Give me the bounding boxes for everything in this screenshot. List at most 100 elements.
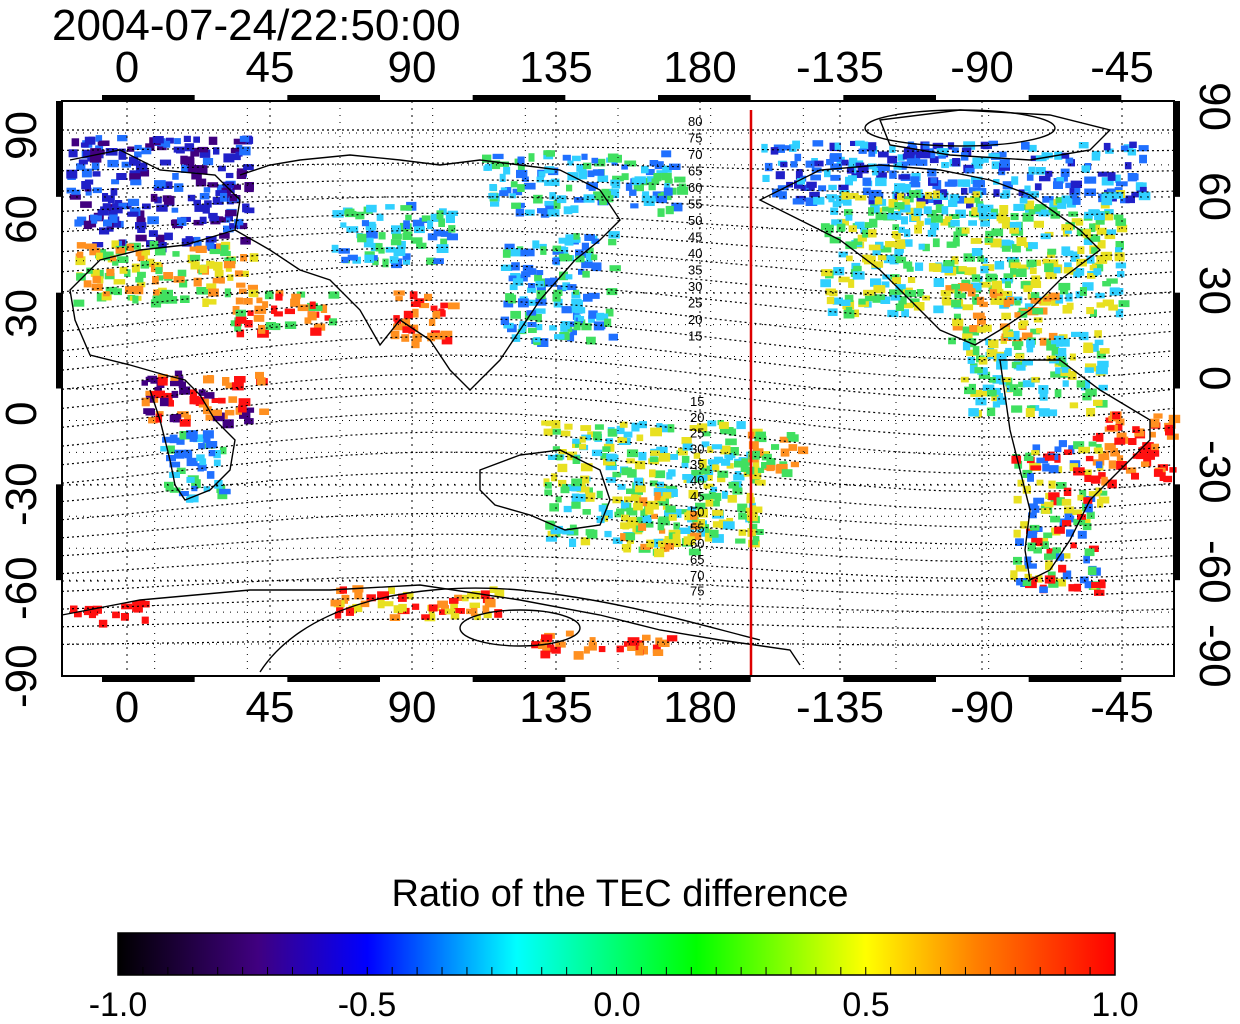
- tec-data-pixel: [188, 494, 199, 503]
- tec-data-pixel: [1048, 207, 1058, 213]
- contour-labels: 8075706560555045403530252015152025303540…: [688, 114, 704, 599]
- tec-data-pixel: [1064, 513, 1073, 520]
- tec-data-pixel: [932, 238, 940, 248]
- tec-data-pixel: [844, 209, 853, 217]
- tec-data-pixel: [247, 284, 258, 290]
- tec-data-pixel: [718, 519, 726, 529]
- tec-data-pixel: [932, 190, 940, 199]
- tec-data-pixel: [1086, 307, 1094, 315]
- tec-data-pixel: [903, 261, 913, 269]
- tec-data-pixel: [503, 166, 511, 175]
- tec-data-pixel: [338, 248, 350, 254]
- tec-data-pixel: [712, 534, 724, 543]
- tec-data-pixel: [521, 271, 531, 278]
- tec-data-pixel: [967, 288, 974, 297]
- tec-data-pixel: [421, 215, 431, 222]
- tec-data-pixel: [952, 158, 961, 167]
- tec-data-pixel: [923, 206, 932, 214]
- tec-data-pixel: [869, 193, 877, 201]
- tec-data-pixel: [1106, 425, 1115, 431]
- tec-data-pixel: [991, 228, 1004, 237]
- tec-data-pixel: [683, 536, 695, 546]
- tec-data-pixel: [1054, 578, 1066, 587]
- tec-data-pixel: [893, 161, 902, 170]
- tec-data-pixel: [1028, 166, 1036, 175]
- tec-data-pixel: [1132, 426, 1140, 433]
- tec-data-pixel: [1015, 565, 1027, 572]
- tec-data-pixel: [1020, 521, 1028, 529]
- lat-right-label: 90: [1190, 82, 1239, 131]
- tec-data-pixel: [876, 172, 887, 179]
- tec-data-pixel: [186, 157, 195, 166]
- magnetic-contour: [61, 639, 1175, 647]
- tec-data-pixel: [1095, 292, 1105, 299]
- tec-data-pixel: [682, 443, 693, 451]
- tec-data-pixel: [154, 196, 162, 204]
- tec-data-pixel: [528, 283, 535, 288]
- tec-data-pixel: [174, 370, 183, 377]
- tec-data-pixel: [727, 495, 737, 503]
- tec-data-pixel: [150, 299, 162, 308]
- tec-data-pixel: [1046, 548, 1057, 554]
- tec-data-pixel: [955, 209, 966, 218]
- tec-data-pixel: [88, 222, 97, 228]
- tec-data-pixel: [203, 187, 211, 193]
- tec-data-pixel: [412, 333, 422, 342]
- tec-data-pixel: [1007, 296, 1015, 305]
- colorbar-tick-label: 0.0: [593, 986, 641, 1024]
- tec-data-pixel: [972, 180, 985, 188]
- tec-data-pixel: [517, 202, 525, 208]
- tec-data-pixel: [490, 201, 500, 207]
- tec-data-pixel: [697, 509, 708, 518]
- tec-data-pixel: [957, 179, 970, 187]
- tec-data-pixel: [169, 471, 180, 478]
- tec-data-pixel: [545, 520, 554, 528]
- tec-data-pixel: [238, 270, 249, 277]
- tec-data-pixel: [484, 599, 496, 608]
- magnetic-contour: [61, 162, 1175, 174]
- tec-data-pixel: [1132, 173, 1139, 181]
- tec-data-pixel: [1082, 523, 1092, 531]
- tec-data-pixel: [1139, 154, 1147, 164]
- tec-data-pixel: [524, 248, 535, 257]
- tec-data-pixel: [124, 286, 137, 294]
- tec-data-pixel: [284, 321, 297, 329]
- tec-data-pixel: [794, 153, 802, 162]
- tec-data-pixel: [1028, 191, 1039, 198]
- tec-data-pixel: [186, 430, 198, 439]
- tec-data-pixel: [900, 204, 911, 213]
- tec-data-pixel: [766, 458, 776, 466]
- tec-data-pixel: [163, 140, 171, 148]
- tec-data-pixel: [667, 469, 676, 477]
- tec-data-pixel: [1041, 541, 1049, 549]
- tec-data-pixel: [1058, 440, 1067, 448]
- colorbar: [117, 932, 1116, 976]
- tec-data-pixel: [378, 232, 386, 240]
- tec-data-pixel: [650, 450, 660, 456]
- tec-data-pixel: [630, 494, 638, 501]
- tec-data-pixel: [656, 195, 668, 204]
- lon-bottom-label: -45: [1090, 683, 1154, 732]
- tec-data-pixel: [1014, 312, 1021, 318]
- tec-data-pixel: [748, 441, 759, 450]
- tec-data-pixel: [573, 289, 580, 295]
- tec-data-pixel: [341, 256, 349, 263]
- tec-data-pixel: [247, 310, 254, 316]
- tec-data-pixel: [1078, 446, 1090, 454]
- tec-data-pixel: [753, 506, 763, 513]
- tec-data-pixel: [820, 223, 830, 231]
- tec-data-pixel: [987, 389, 997, 397]
- tec-data-pixel: [1011, 455, 1022, 464]
- contour-label-south: 55: [690, 520, 704, 535]
- tec-data-pixel: [390, 330, 400, 340]
- tec-data-pixel: [509, 248, 521, 257]
- tec-data-pixel: [961, 284, 973, 292]
- tec-data-pixel: [558, 479, 567, 487]
- lon-bottom-label: 90: [387, 683, 437, 732]
- tec-data-pixel: [551, 646, 561, 654]
- tec-data-pixel: [991, 394, 999, 402]
- tec-data-pixel: [682, 474, 692, 480]
- tec-data-pixel: [510, 310, 521, 319]
- tec-data-pixel: [972, 191, 981, 198]
